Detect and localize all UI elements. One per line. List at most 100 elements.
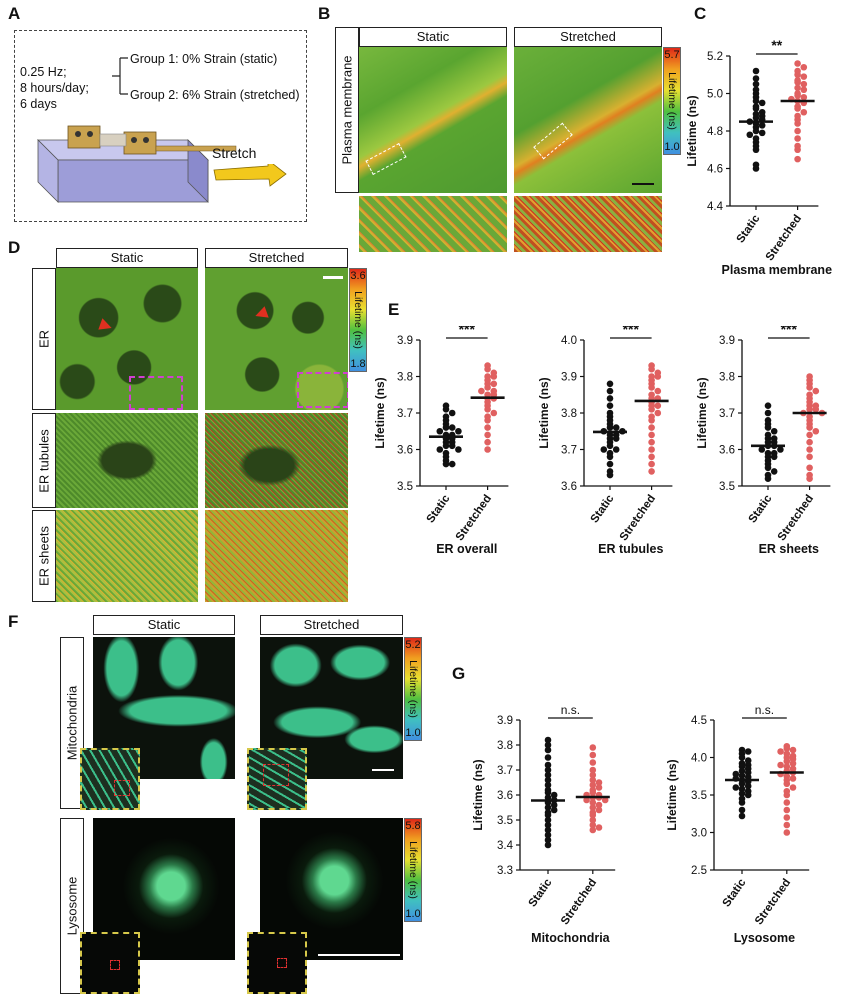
data-point (806, 438, 813, 446)
data-point (758, 129, 766, 137)
data-point (448, 442, 456, 450)
data-point (550, 791, 558, 799)
data-point (648, 417, 655, 424)
data-point (648, 384, 655, 391)
y-tick-label: 3.9 (497, 715, 513, 727)
data-point (448, 460, 456, 468)
data-point (589, 811, 597, 819)
pm-static-zoom (359, 196, 507, 252)
data-point (806, 424, 813, 431)
data-point (648, 453, 655, 461)
y-tick-label: 4.8 (707, 126, 723, 138)
y-axis-label: Lifetime (ns) (695, 377, 709, 448)
row-label-er-tubules: ER tubules (32, 413, 56, 508)
data-point (806, 406, 813, 413)
y-tick-label: 4.6 (707, 164, 723, 176)
condition-label-static: Static (56, 248, 198, 268)
x-tick-label: Static (527, 876, 555, 909)
y-tick-label: 3.6 (719, 445, 735, 457)
data-point (490, 380, 498, 388)
data-point (752, 114, 760, 122)
data-point (648, 365, 655, 373)
y-tick-label: 3.0 (691, 828, 707, 840)
data-point (777, 748, 784, 755)
data-point (758, 122, 766, 129)
data-point (789, 784, 797, 791)
data-point (783, 745, 791, 752)
data-point (544, 811, 552, 819)
lyso-stretched-inset (247, 932, 307, 994)
data-point (544, 804, 552, 811)
x-tick-label: Static (735, 212, 763, 245)
roi-box (533, 122, 573, 160)
data-point (744, 748, 752, 755)
data-point (478, 387, 485, 395)
data-point (654, 402, 662, 409)
chart-title: ER sheets (759, 542, 819, 556)
data-point (442, 442, 450, 450)
data-point (744, 791, 752, 799)
data-point (606, 460, 614, 468)
data-point (789, 775, 797, 782)
pm-stretched-zoom (514, 196, 662, 252)
data-point (783, 814, 791, 821)
data-point (484, 438, 491, 446)
data-point (764, 464, 772, 472)
y-tick-label: 3.8 (397, 372, 413, 384)
y-tick-label: 5.2 (707, 51, 723, 63)
red-arrow-icon (253, 306, 269, 322)
x-tick-label: Stretched (454, 493, 494, 543)
data-point (752, 127, 760, 135)
data-point (544, 736, 552, 744)
data-point (544, 836, 552, 844)
chart-title: Lysosome (734, 931, 795, 945)
data-point (589, 789, 597, 796)
y-tick-label: 3.5 (719, 481, 735, 493)
y-tick-label: 3.8 (497, 740, 513, 752)
y-tick-label: 3.5 (691, 790, 707, 802)
data-point (648, 406, 655, 413)
chart-title: ER overall (436, 542, 497, 556)
y-tick-label: 3.7 (561, 445, 577, 457)
data-point (612, 435, 620, 442)
panel-letter-b: B (318, 4, 331, 23)
stretch-arrow-icon (213, 164, 287, 187)
data-point (752, 97, 760, 105)
data-point (484, 431, 491, 439)
data-point (800, 80, 808, 88)
chart-title: Mitochondria (531, 931, 611, 945)
data-point (544, 776, 552, 784)
data-point (648, 431, 655, 439)
scale-bar (372, 769, 394, 771)
data-point (783, 799, 791, 806)
chart-title: Plasma membrane (722, 263, 833, 277)
data-point (794, 92, 801, 99)
data-point (544, 816, 552, 824)
data-point (738, 754, 746, 761)
significance-label: *** (459, 326, 476, 337)
data-point (770, 427, 778, 435)
data-point (484, 424, 491, 431)
er-tubules-stretched (205, 413, 348, 508)
y-tick-label: 4.4 (707, 201, 724, 213)
data-point (800, 63, 808, 71)
y-tick-label: 3.3 (497, 865, 513, 877)
y-axis-label: Lifetime (ns) (471, 759, 485, 830)
y-axis-label: Lifetime (ns) (537, 377, 551, 448)
data-point (544, 781, 552, 789)
data-point (595, 806, 603, 814)
y-tick-label: 5.0 (707, 89, 723, 101)
data-point (738, 780, 746, 788)
data-point (544, 771, 552, 779)
y-tick-label: 4.5 (691, 715, 707, 727)
data-point (648, 468, 655, 475)
data-point (589, 799, 597, 806)
data-point (484, 446, 491, 453)
red-arrow-icon (98, 318, 114, 334)
data-point (806, 384, 813, 391)
data-point (794, 105, 801, 112)
panel-letter-e: E (388, 300, 400, 319)
mito-stretched-inset (247, 748, 307, 810)
schematic-box (14, 30, 307, 222)
data-point (442, 424, 450, 431)
